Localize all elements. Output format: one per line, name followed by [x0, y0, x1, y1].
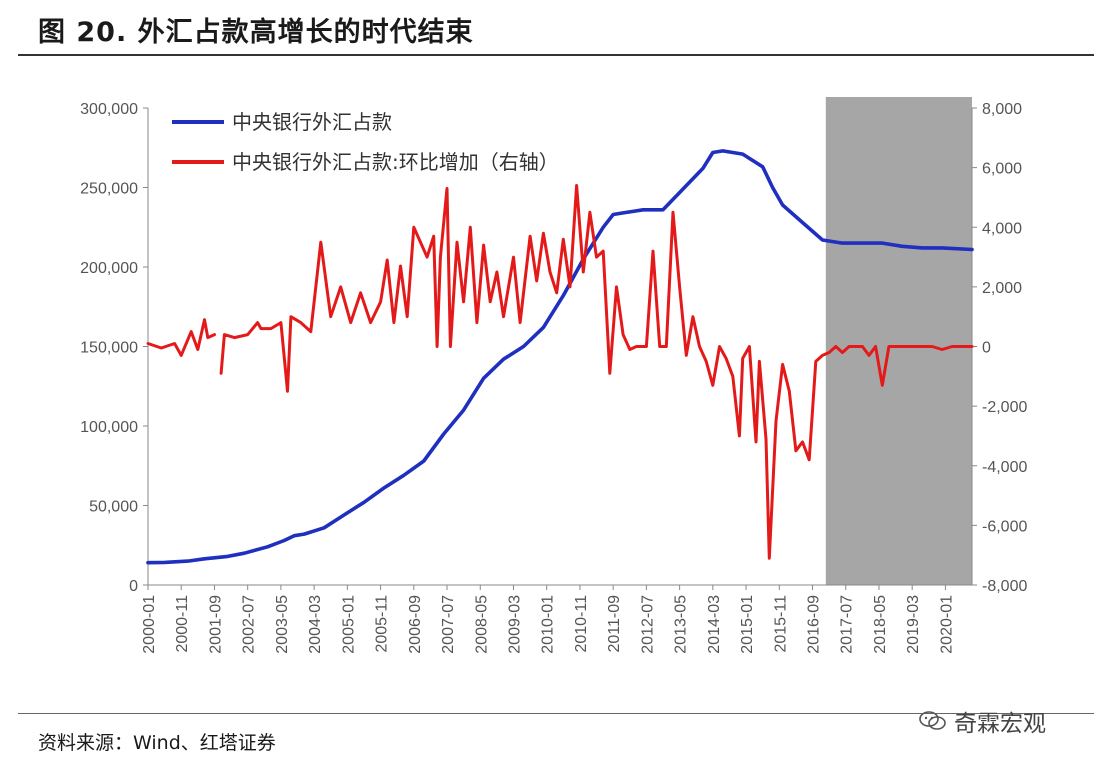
x-tick-label: 2004-03: [307, 595, 324, 654]
shaded-region-layer: [825, 97, 972, 585]
x-tick-label: 2006-09: [407, 595, 424, 654]
legend-label-1: 中央银行外汇占款: [232, 110, 392, 134]
source-note: 资料来源：Wind、红塔证券: [38, 732, 276, 754]
left-tick-label: 100,000: [80, 419, 138, 436]
left-tick-label: 300,000: [80, 101, 138, 118]
x-tick-label: 2001-09: [207, 595, 224, 654]
x-tick-label: 2015-01: [739, 595, 756, 654]
figure-title: 图 20. 外汇占款高增长的时代结束: [38, 17, 474, 48]
x-tick-label: 2017-07: [839, 595, 856, 654]
series-layer: [146, 149, 974, 565]
right-tick-label: -4,000: [982, 459, 1027, 476]
right-tick-label: 2,000: [982, 280, 1022, 297]
right-tick-label: 4,000: [982, 220, 1022, 237]
x-tick-label: 2010-11: [573, 595, 590, 653]
shaded-region: [825, 97, 972, 585]
left-tick-label: 50,000: [89, 499, 138, 516]
x-tick-label: 2020-01: [938, 595, 955, 654]
x-tick-label: 2016-09: [806, 595, 823, 654]
series-line-1: [146, 149, 974, 565]
right-tick-label: 6,000: [982, 161, 1022, 178]
x-tick-label: 2005-01: [340, 595, 357, 654]
left-tick-label: 150,000: [80, 340, 138, 357]
watermark-text: 奇霖宏观: [954, 711, 1046, 737]
right-tick-label: -8,000: [982, 578, 1027, 595]
line-chart: 300,000 250,000 200,000 150,000 100,000 50,00…: [80, 97, 1027, 654]
left-tick-label: 0: [129, 578, 138, 595]
x-tick-label: 2005-11: [374, 595, 391, 653]
right-tick-label: -6,000: [982, 518, 1027, 535]
watermark: 奇霖宏观: [918, 704, 1046, 738]
x-tick-label: 2002-07: [241, 595, 258, 654]
x-tick-label: 2011-09: [606, 595, 623, 653]
x-tick-label: 2018-05: [872, 595, 889, 654]
x-tick-label: 2013-05: [673, 595, 690, 654]
right-tick-label: 0: [982, 340, 991, 357]
footer-divider: [18, 713, 1094, 714]
axis-layer: 300,000 250,000 200,000 150,000 100,000 50,00…: [80, 101, 1027, 654]
x-tick-label: 2012-07: [639, 595, 656, 654]
left-tick-label: 250,000: [80, 181, 138, 198]
x-tick-label: 2000-01: [141, 595, 158, 654]
x-tick-label: 2015-11: [772, 595, 789, 653]
right-tick-label: -2,000: [982, 399, 1027, 416]
right-tick-label: 8,000: [982, 101, 1022, 118]
x-tick-label: 2000-11: [174, 595, 191, 653]
x-tick-label: 2009-03: [506, 595, 523, 654]
x-tick-label: 2014-03: [706, 595, 723, 654]
legend-label-2: 中央银行外汇占款:环比增加（右轴）: [232, 150, 559, 174]
series-line-2: [146, 184, 974, 560]
title-divider: [18, 54, 1094, 56]
x-tick-label: 2008-05: [473, 595, 490, 654]
left-tick-label: 200,000: [80, 260, 138, 277]
wechat-icon: [919, 711, 946, 730]
x-tick-label: 2019-03: [905, 595, 922, 654]
x-tick-label: 2010-01: [540, 595, 557, 654]
x-tick-label: 2003-05: [274, 595, 291, 654]
x-tick-label: 2007-07: [440, 595, 457, 654]
